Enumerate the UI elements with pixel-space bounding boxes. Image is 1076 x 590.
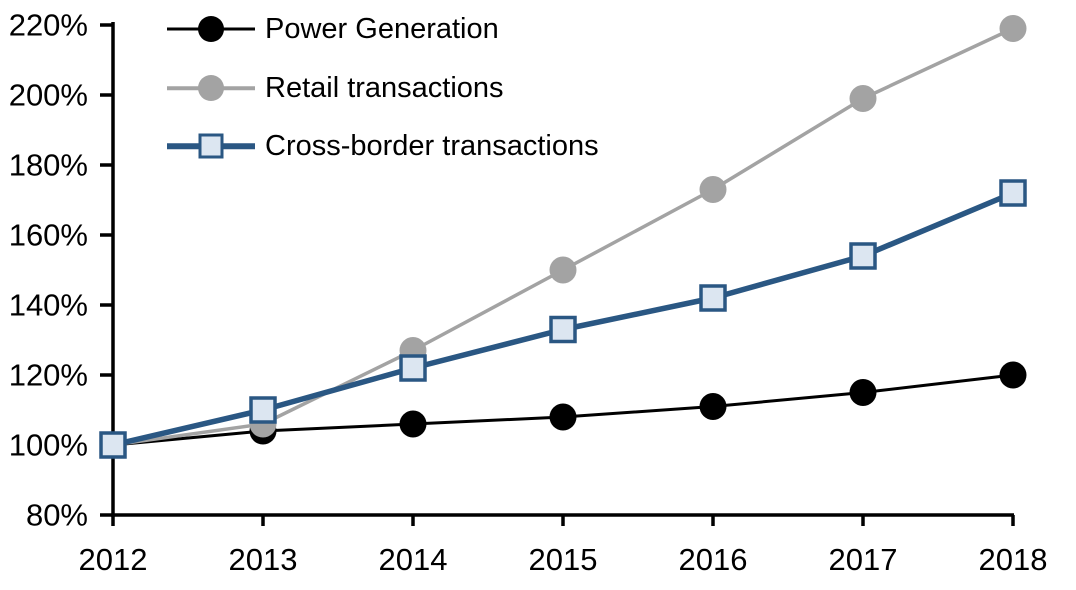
y-tick-label: 200% (9, 78, 88, 113)
data-point (549, 315, 577, 344)
square-marker-icon (198, 133, 224, 159)
legend-swatch-power-generation (167, 13, 255, 45)
legend-swatch-cross-border-transactions (167, 130, 255, 162)
legend-item-cross-border-transactions: Cross-border transactions (167, 124, 599, 168)
legend-swatch-retail-transactions (167, 72, 255, 104)
data-point (849, 379, 877, 406)
legend-label: Retail transactions (265, 71, 504, 104)
data-point (99, 431, 127, 459)
x-tick-label: 2015 (529, 542, 598, 577)
data-point (399, 410, 427, 438)
data-point (699, 393, 727, 420)
x-tick-label: 2014 (379, 542, 448, 577)
data-point (549, 403, 577, 431)
y-tick-label: 220% (9, 8, 88, 43)
legend-item-power-generation: Power Generation (167, 7, 499, 51)
y-tick-label: 120% (9, 358, 88, 393)
chart-legend: Power Generation Retail transactions Cro… (167, 0, 687, 180)
data-point (699, 284, 727, 312)
data-point (999, 179, 1027, 207)
y-tick-label: 100% (9, 428, 88, 463)
x-tick-label: 2013 (229, 542, 298, 577)
y-tick-label: 160% (9, 218, 88, 253)
legend-label: Power Generation (265, 12, 499, 45)
y-tick-label: 140% (9, 288, 88, 323)
legend-label: Cross-border transactions (265, 129, 599, 162)
data-point (999, 361, 1027, 389)
data-point (849, 242, 877, 270)
data-point (849, 85, 877, 112)
x-tick-label: 2016 (679, 542, 748, 577)
data-point (249, 396, 277, 424)
data-point (699, 176, 727, 203)
data-point (549, 256, 577, 284)
x-tick-label: 2018 (979, 542, 1048, 577)
circle-marker-icon (198, 16, 224, 42)
data-point (399, 354, 427, 382)
x-tick-label: 2017 (829, 542, 898, 577)
data-point (999, 15, 1027, 42)
legend-item-retail-transactions: Retail transactions (167, 66, 504, 110)
x-tick-label: 2012 (79, 542, 148, 577)
circle-marker-icon (198, 75, 224, 101)
y-tick-label: 180% (9, 148, 88, 183)
y-tick-label: 80% (26, 498, 88, 533)
